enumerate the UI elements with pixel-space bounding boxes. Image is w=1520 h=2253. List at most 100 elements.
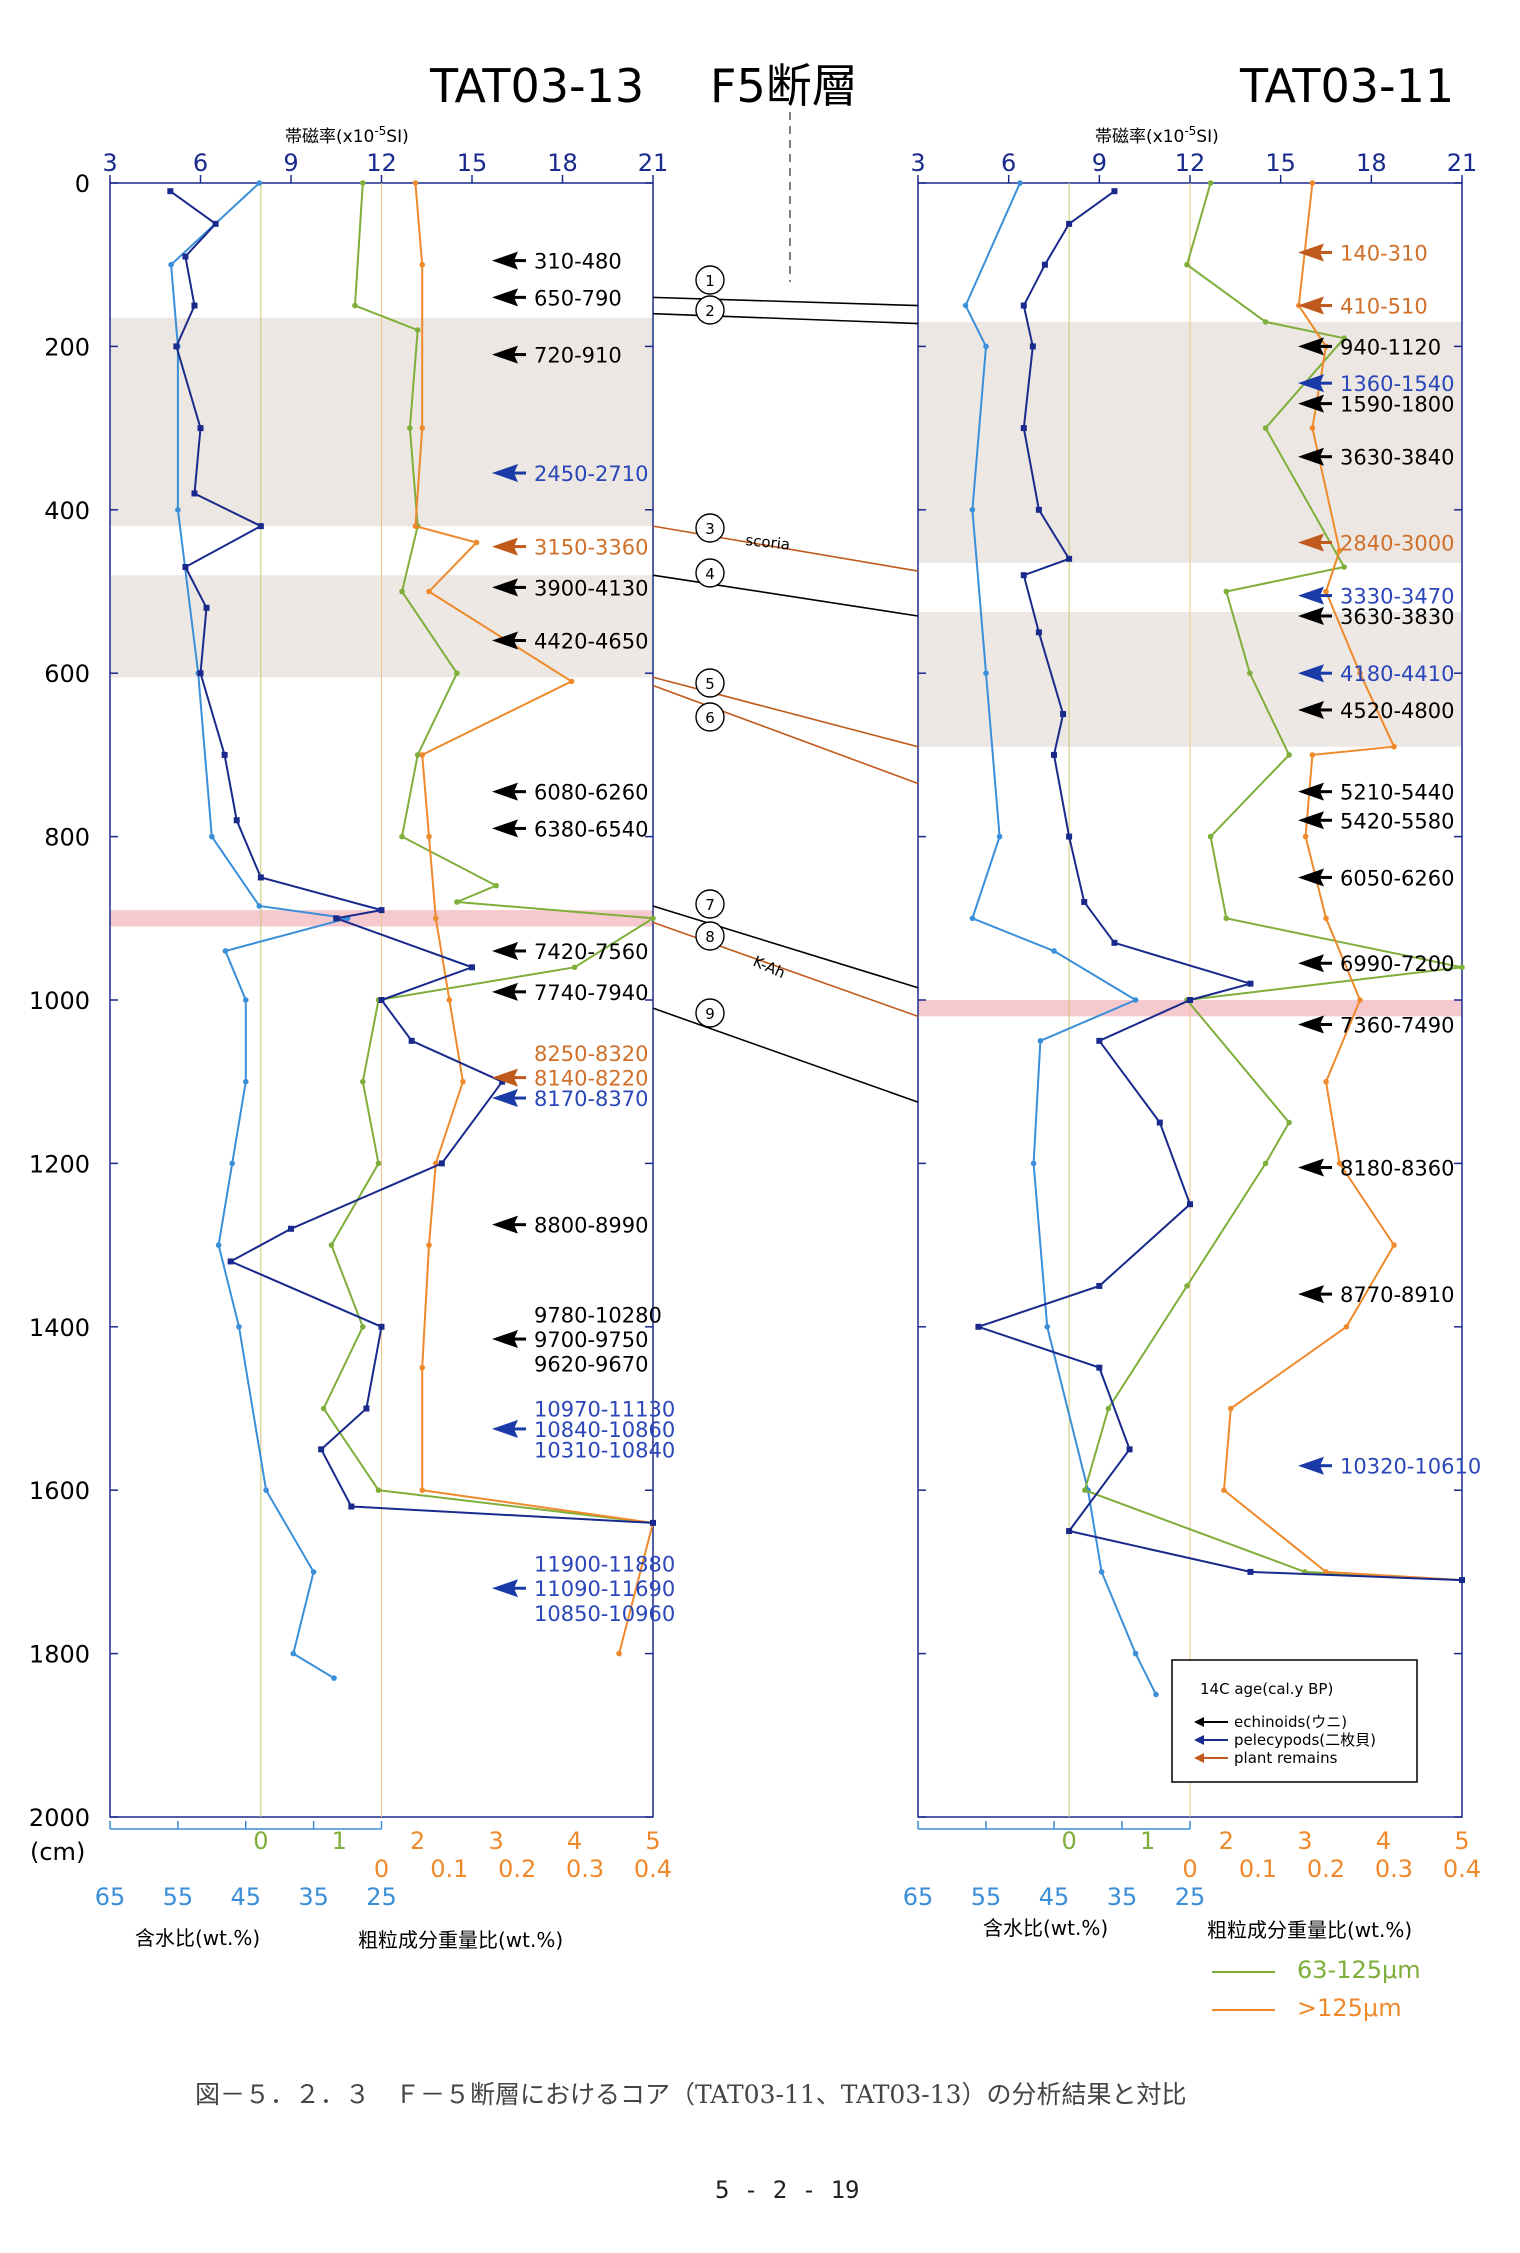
susceptibility-point: [469, 964, 475, 971]
coarse-fraction-point: [473, 539, 480, 546]
fine-fraction-point: [414, 327, 421, 333]
coarse-fraction-point: [1357, 997, 1363, 1003]
mag-tick-label: 18: [547, 149, 578, 177]
coarse-scale-label: 0.3: [566, 1855, 604, 1883]
age-arrow: [492, 1215, 518, 1234]
correlation-line: [652, 574, 919, 617]
left-mag-axis-label: 帯磁率(x10-5SI): [285, 124, 409, 147]
age-label: 6080-6260: [534, 781, 648, 805]
coarse-fraction-point: [1323, 1569, 1329, 1575]
fine-scale-label: 5: [1454, 1827, 1469, 1855]
depth-tick-label: 1000: [29, 987, 90, 1015]
age-label: 1590-1800: [1340, 393, 1454, 417]
fine-fraction-point: [650, 915, 656, 922]
fine-fraction-point: [1286, 752, 1292, 758]
age-arrow: [1298, 586, 1324, 605]
pelecypod-legend-label: pelecypods(二枚貝): [1234, 1731, 1376, 1749]
susceptibility-point: [1111, 188, 1118, 195]
age-label: 4420-4650: [534, 630, 648, 654]
susceptibility-point: [191, 490, 198, 497]
water-content-point: [969, 507, 976, 513]
susceptibility-point: [363, 1405, 370, 1412]
coarse-fraction-point: [616, 1650, 622, 1657]
water-scale-label: 45: [1039, 1883, 1070, 1911]
age-label: 5420-5580: [1340, 809, 1454, 833]
plant-legend-label: plant remains: [1234, 1749, 1338, 1767]
susceptibility-point: [650, 1519, 656, 1526]
age-arrow: [492, 1330, 518, 1349]
fine-scale-label: 5: [645, 1827, 660, 1855]
age-arrow: [492, 782, 518, 801]
echinoid-legend-arrowhead: [1194, 1717, 1204, 1727]
fine-scale-label: 1: [1140, 1827, 1155, 1855]
water-content-point: [969, 915, 976, 922]
water-content-point: [168, 261, 174, 268]
correlation-number-circle: [695, 513, 725, 543]
depth-tick-label: 1400: [29, 1314, 90, 1342]
mag-tick-label: 12: [366, 149, 397, 177]
mag-tick-label: 3: [910, 149, 925, 177]
coarse-fraction-point: [1323, 915, 1329, 922]
susceptibility-point: [1126, 1446, 1133, 1453]
coarse-fraction-point: [1228, 1405, 1234, 1412]
echinoid-legend-label: echinoids(ウニ): [1234, 1713, 1347, 1731]
fine-fraction-point: [1341, 335, 1347, 342]
correlation-number-circle: [695, 668, 725, 698]
left-coarse-axis-label: 粗粒成分重量比(wt.%): [358, 1928, 563, 1952]
coarse-fraction-point: [1391, 1242, 1397, 1248]
water-content-point: [983, 670, 989, 676]
coarse-scale-label: 0.2: [1307, 1855, 1345, 1883]
susceptibility-point: [221, 751, 228, 758]
fine-fraction-point: [1341, 564, 1347, 570]
susceptibility-point: [408, 1037, 415, 1044]
correlation-number: 1: [705, 272, 715, 290]
age-label: 10850-10960: [534, 1602, 675, 1626]
susceptibility-point: [1096, 1364, 1103, 1371]
correlation-number: 3: [705, 520, 715, 538]
water-content-line: [170, 182, 348, 1679]
water-scale-label: 55: [971, 1883, 1002, 1911]
correlation-number: 5: [705, 675, 715, 693]
age-arrow: [1298, 374, 1324, 393]
susceptibility-point: [318, 1446, 325, 1453]
age-arrow: [492, 537, 518, 556]
age-label: 11900-11880: [534, 1553, 675, 1577]
age-label: 4180-4410: [1340, 662, 1454, 686]
age-label: 10320-10610: [1340, 1455, 1481, 1479]
coarse-fraction-point: [426, 833, 432, 840]
fine-fraction-legend-label: 63-125μm: [1297, 1956, 1421, 1984]
depth-tick-label: 1600: [29, 1477, 90, 1505]
fine-fraction-point: [1262, 1160, 1269, 1167]
age-arrow: [1298, 1285, 1324, 1304]
water-content-line: [964, 182, 1157, 1695]
age-label: 11090-11690: [534, 1577, 675, 1601]
mag-tick-label: 6: [193, 149, 208, 177]
coarse-fraction-point: [568, 678, 575, 685]
coarse-fraction-point: [1221, 1487, 1227, 1493]
susceptibility-point: [1066, 1528, 1073, 1535]
water-content-point: [229, 1160, 235, 1167]
age-arrow: [492, 288, 518, 307]
coarse-fraction-point: [1336, 547, 1343, 554]
fine-fraction-point: [359, 1078, 366, 1085]
correlation-line: [652, 312, 919, 325]
age-label: 3900-4130: [534, 576, 648, 600]
age-label: 3630-3840: [1340, 446, 1454, 470]
fine-fraction-point: [399, 833, 405, 840]
fine-fraction-point: [1207, 833, 1214, 840]
susceptibility-point: [348, 1503, 355, 1510]
susceptibility-point: [1459, 1577, 1465, 1584]
water-content-point: [222, 948, 229, 954]
susceptibility-point: [378, 1323, 385, 1330]
correlation-number-circle: [695, 889, 725, 919]
correlation-line: [652, 676, 919, 748]
age-label: 2840-3000: [1340, 531, 1454, 555]
age-label: 1360-1540: [1340, 372, 1454, 396]
age-arrow: [492, 982, 518, 1001]
coarse-scale-label: 0.1: [430, 1855, 468, 1883]
kah-label: K-Ah: [750, 952, 788, 982]
water-content-point: [962, 302, 969, 309]
susceptibility-point: [227, 1258, 234, 1265]
age-arrow: [1298, 337, 1324, 356]
